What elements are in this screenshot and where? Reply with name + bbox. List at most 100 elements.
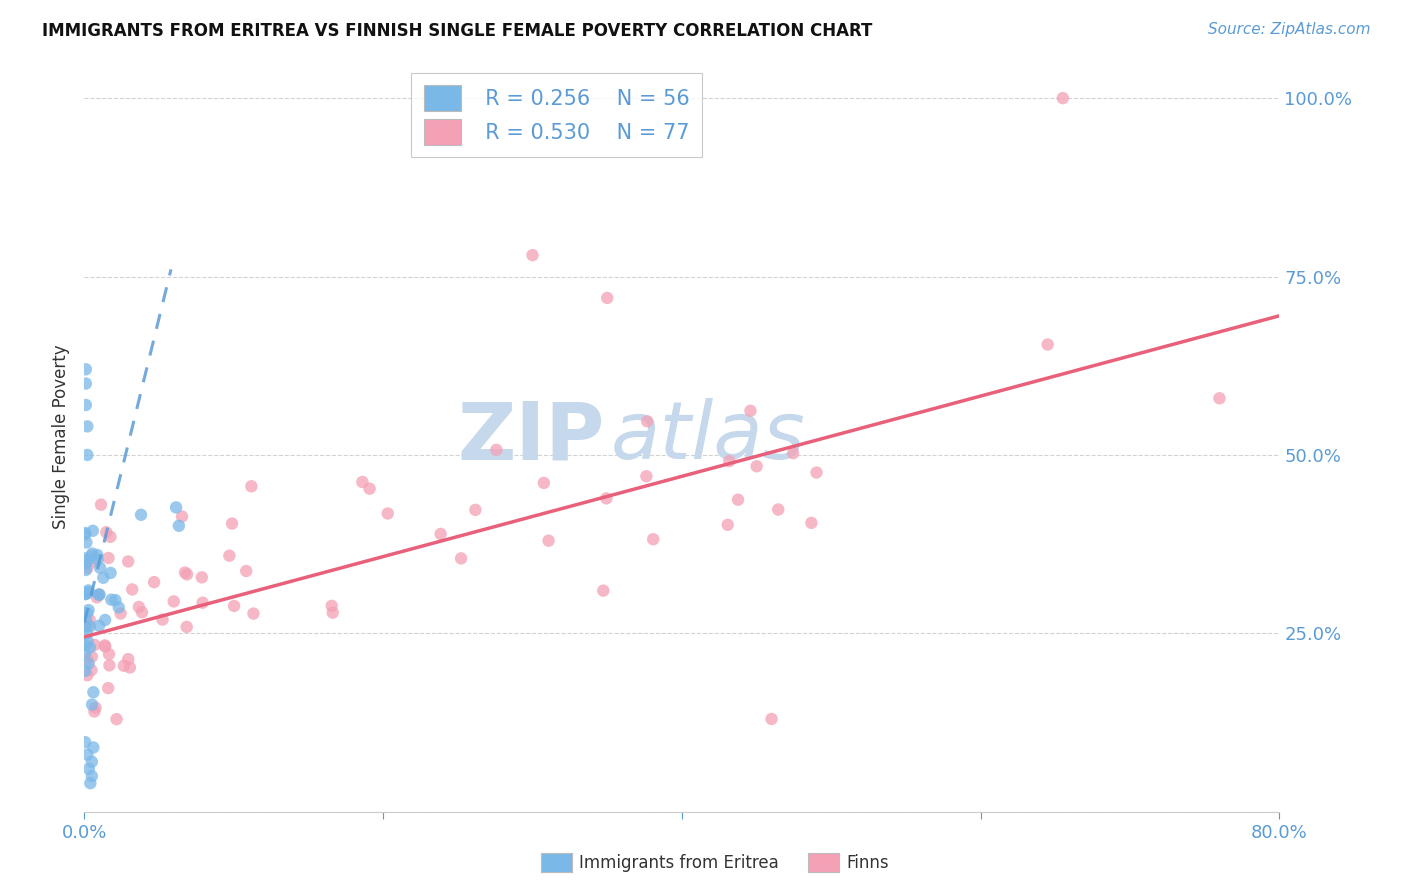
Point	[91, 571, 114, 585]
Point	[82, 554, 104, 568]
Point	[100, 530, 122, 544]
Point	[87, 587, 110, 601]
Point	[636, 469, 658, 483]
Point	[87, 588, 110, 602]
Point	[76, 668, 98, 682]
Point	[79, 776, 101, 790]
Point	[170, 509, 193, 524]
Point	[76, 626, 98, 640]
Point	[222, 599, 245, 613]
Point	[80, 549, 103, 563]
Point	[75, 587, 97, 601]
Point	[464, 503, 486, 517]
Point	[75, 398, 97, 412]
Point	[77, 657, 100, 671]
Point	[75, 563, 97, 577]
Point	[80, 755, 103, 769]
Point	[782, 446, 804, 460]
Point	[485, 442, 508, 457]
Point	[75, 638, 97, 652]
Point	[98, 658, 121, 673]
Point	[75, 587, 97, 601]
Point	[235, 564, 257, 578]
Point	[75, 664, 97, 678]
Point	[727, 492, 749, 507]
Text: atlas: atlas	[610, 398, 806, 476]
Point	[533, 475, 555, 490]
Point	[117, 652, 139, 666]
Point	[76, 561, 98, 575]
Point	[121, 582, 143, 597]
Point	[75, 586, 97, 600]
Text: Finns: Finns	[846, 854, 889, 871]
Point	[80, 663, 103, 677]
Point	[94, 639, 117, 653]
Legend:   R = 0.256    N = 56,   R = 0.530    N = 77: R = 0.256 N = 56, R = 0.530 N = 77	[411, 73, 702, 157]
Point	[104, 593, 127, 607]
Point	[152, 613, 174, 627]
Point	[131, 605, 153, 619]
Point	[80, 649, 103, 664]
Point	[82, 740, 104, 755]
Point	[1036, 337, 1059, 351]
Point	[176, 567, 198, 582]
Point	[76, 619, 98, 633]
Point	[83, 638, 105, 652]
Point	[596, 291, 619, 305]
Point	[90, 498, 112, 512]
Point	[82, 547, 104, 561]
Point	[100, 566, 122, 580]
Point	[87, 618, 110, 632]
Point	[77, 762, 100, 776]
Point	[84, 700, 107, 714]
Point	[450, 551, 472, 566]
Point	[537, 533, 560, 548]
Point	[163, 594, 186, 608]
Point	[76, 606, 98, 620]
Point	[221, 516, 243, 531]
Point	[595, 491, 617, 506]
Point	[94, 640, 117, 654]
Point	[1052, 91, 1074, 105]
Point	[75, 646, 97, 660]
Point	[89, 561, 111, 575]
Point	[75, 526, 97, 541]
Point	[77, 603, 100, 617]
Point	[429, 527, 451, 541]
Point	[1208, 392, 1230, 406]
Point	[129, 508, 152, 522]
Point	[806, 466, 828, 480]
Point	[740, 404, 762, 418]
Point	[761, 712, 783, 726]
Point	[143, 575, 166, 590]
Point	[592, 583, 614, 598]
Point	[76, 448, 98, 462]
Point	[191, 570, 214, 584]
Point	[86, 548, 108, 562]
Point	[97, 551, 120, 566]
Point	[176, 620, 198, 634]
Point	[768, 502, 790, 516]
Point	[96, 525, 118, 540]
Point	[242, 607, 264, 621]
Point	[717, 517, 740, 532]
Point	[240, 479, 263, 493]
Point	[75, 527, 97, 541]
Point	[76, 634, 98, 648]
Point	[112, 658, 135, 673]
Point	[79, 640, 101, 655]
Point	[86, 552, 108, 566]
Point	[377, 507, 399, 521]
Point	[75, 376, 97, 391]
Point	[522, 248, 544, 262]
Point	[76, 652, 98, 666]
Point	[322, 606, 344, 620]
Point	[174, 566, 197, 580]
Point	[128, 599, 150, 614]
Point	[79, 619, 101, 633]
Point	[800, 516, 823, 530]
Point	[83, 705, 105, 719]
Text: ZIP: ZIP	[457, 398, 605, 476]
Point	[76, 419, 98, 434]
Text: Immigrants from Eritrea: Immigrants from Eritrea	[579, 854, 779, 871]
